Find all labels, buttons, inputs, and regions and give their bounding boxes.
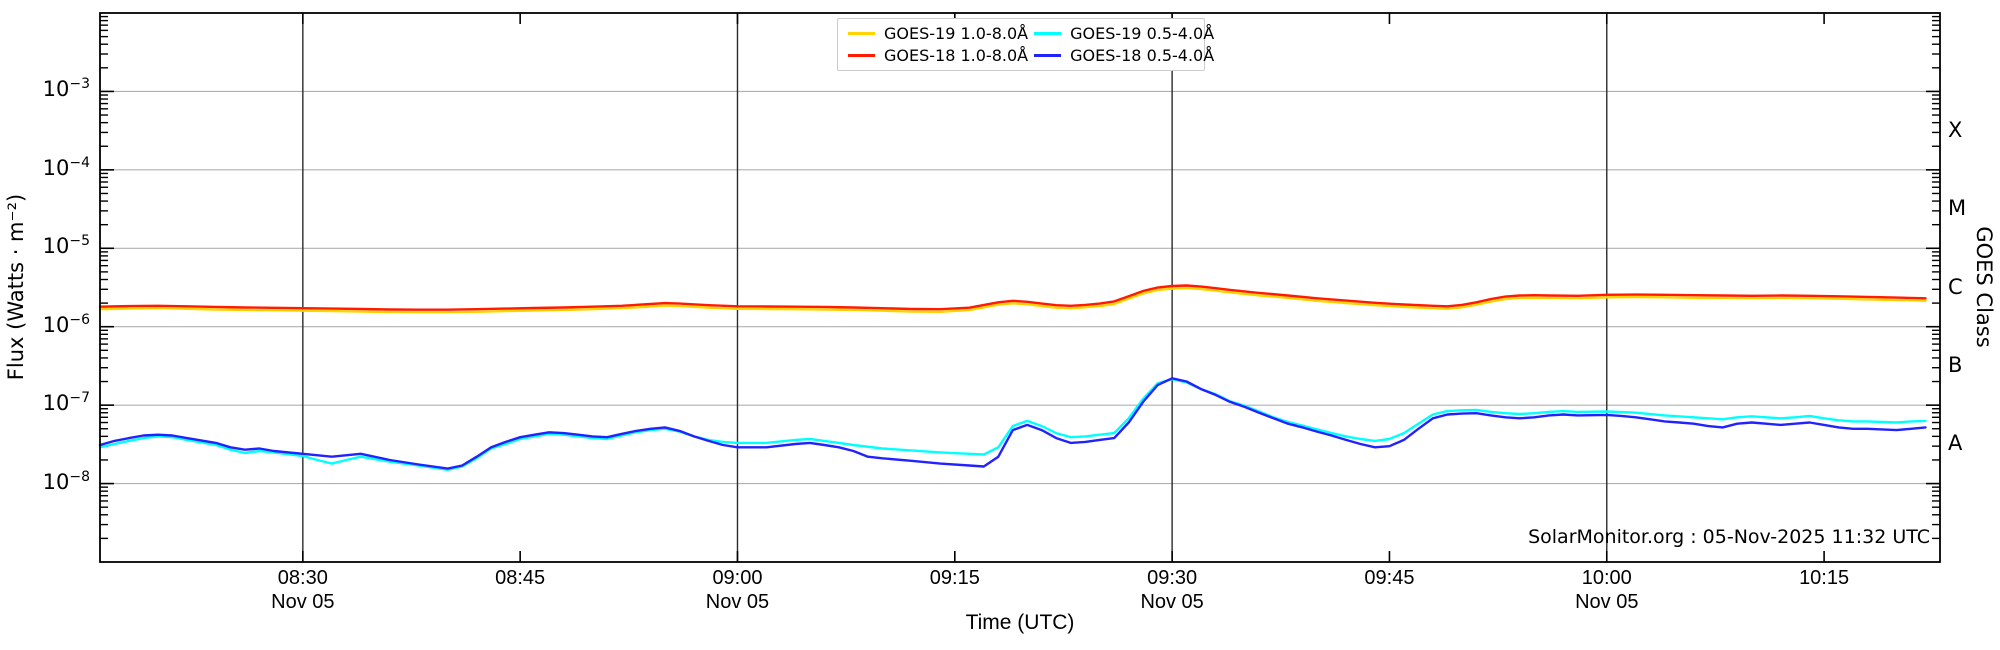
x-tick-label: 08:30 <box>277 567 328 589</box>
legend-line-swatch-goes18-long <box>848 54 875 57</box>
x-date-label: Nov 05 <box>705 591 770 613</box>
x-axis-title: Time (UTC) <box>965 611 1075 634</box>
right-axis-title: GOES Class <box>1972 226 1996 348</box>
x-tick-label: 10:15 <box>1799 567 1850 589</box>
legend-label: GOES-19 0.5-4.0Å <box>1070 24 1215 43</box>
legend-label: GOES-18 0.5-4.0Å <box>1070 46 1215 65</box>
x-date-label: Nov 05 <box>271 591 335 613</box>
legend-item: GOES-19 1.0-8.0Å <box>848 24 1028 43</box>
legend-line-swatch-goes19-short <box>1034 32 1062 35</box>
x-tick-label: 08:45 <box>495 567 546 589</box>
legend-line-swatch-goes19-long <box>848 32 875 35</box>
legend-label: GOES-18 1.0-8.0Å <box>884 46 1029 65</box>
legend-item: GOES-18 0.5-4.0Å <box>1034 46 1214 65</box>
goes-class-letter: B <box>1948 352 1963 377</box>
legend-line-swatch-goes18-short <box>1034 54 1062 57</box>
x-date-label: Nov 05 <box>1575 591 1639 613</box>
legend: GOES-19 1.0-8.0Å GOES-18 1.0-8.0Å GOES-1… <box>837 18 1214 71</box>
y-axis-title: Flux (Watts · m⁻²) <box>4 193 28 381</box>
goes-class-letter: X <box>1948 117 1963 142</box>
x-tick-label: 10:00 <box>1581 567 1632 589</box>
legend-label: GOES-19 1.0-8.0Å <box>884 24 1029 43</box>
goes-class-letter: M <box>1948 196 1967 221</box>
y-tick-label: 10−7 <box>42 390 90 416</box>
x-tick-label: 09:30 <box>1147 567 1198 589</box>
y-tick-label: 10−4 <box>42 154 90 180</box>
goes-class-letter: C <box>1948 274 1963 299</box>
y-tick-label: 10−3 <box>42 76 90 102</box>
x-tick-label: 09:15 <box>929 567 980 589</box>
x-date-label: Nov 05 <box>1140 591 1204 613</box>
legend-item: GOES-19 0.5-4.0Å <box>1034 24 1214 43</box>
y-tick-label: 10−8 <box>42 468 90 494</box>
x-tick-label: 09:45 <box>1364 567 1415 589</box>
y-tick-label: 10−5 <box>42 233 90 259</box>
source-annotation: SolarMonitor.org : 05-Nov-2025 11:32 UTC <box>1528 526 1930 548</box>
x-tick-label: 09:00 <box>712 567 763 589</box>
y-tick-label: 10−6 <box>42 311 90 337</box>
legend-item: GOES-18 1.0-8.0Å <box>848 46 1028 65</box>
goes-class-letter: A <box>1948 431 1963 456</box>
